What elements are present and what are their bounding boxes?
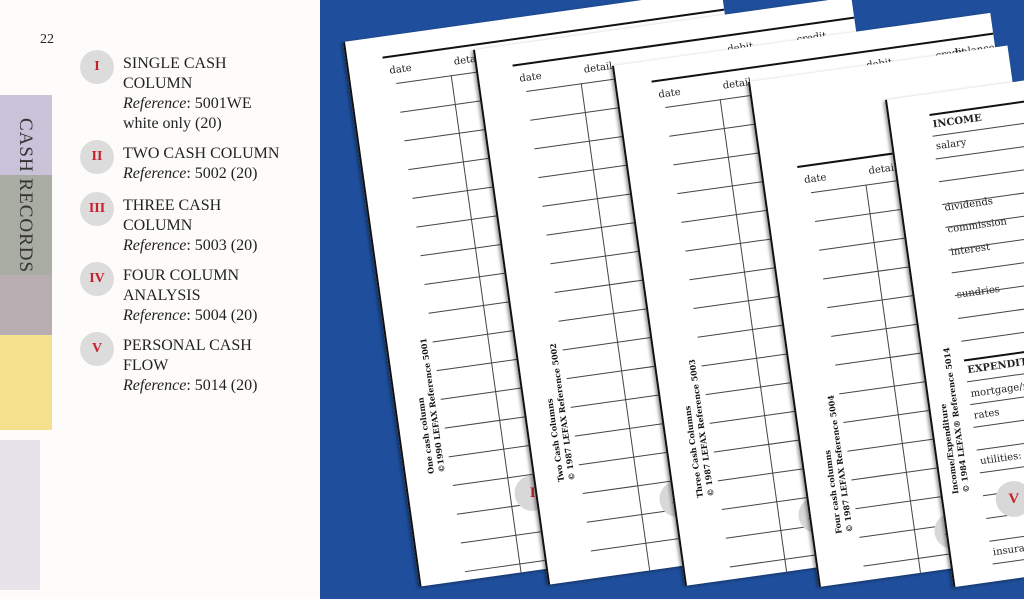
- sheet-copyright: Income/Expenditure © 1984 LEFAX® Referenc…: [937, 346, 972, 495]
- numeral-badge: II: [80, 140, 114, 174]
- numeral-badge: III: [80, 192, 114, 226]
- column-header: date: [388, 62, 413, 77]
- product-item: II TWO CASH COLUMN Reference: 5002 (20): [80, 140, 279, 184]
- reference-label: Reference: [123, 307, 187, 324]
- column-header: date: [803, 172, 828, 187]
- reference-number: : 5002 (20): [186, 165, 258, 182]
- color-strip: [0, 95, 52, 175]
- sheet-copyright: Three Cash Columns © 1987 LEFAX Reference…: [682, 358, 716, 499]
- income-title: INCOME: [932, 112, 983, 131]
- product-title: COLUMN: [123, 75, 193, 92]
- color-strip: [0, 335, 52, 430]
- section-title: CASH RECORDS: [15, 118, 36, 274]
- numeral-badge: IV: [80, 262, 114, 296]
- product-title: THREE CASH: [123, 197, 222, 214]
- reference-label: Reference: [123, 95, 187, 112]
- sheet-copyright: One cash column ©1990 LEFAX Reference 500…: [415, 337, 447, 475]
- column-header: date: [518, 70, 543, 85]
- product-item: IV FOUR COLUMN ANALYSIS Reference: 5004 (20…: [80, 262, 257, 326]
- page-number: 22: [40, 32, 54, 47]
- product-item: V PERSONAL CASH FLOW Reference: 5014 (20): [80, 332, 257, 396]
- reference-number: : 5014 (20): [186, 377, 258, 394]
- numeral-badge: I: [80, 50, 114, 84]
- ledger-row-line: [938, 167, 1024, 183]
- reference-label: Reference: [123, 237, 187, 254]
- product-item: I SINGLE CASH COLUMN Reference: 5001WE white…: [80, 50, 252, 134]
- sheet-copyright: Four cash columns © 1987 LEFAX Reference …: [822, 394, 855, 535]
- color-strip: [0, 440, 40, 590]
- sheet-numeral-badge: V: [995, 480, 1024, 517]
- color-strip: [0, 175, 52, 275]
- color-strip: [0, 275, 52, 335]
- column-header: detail: [583, 60, 614, 76]
- numeral-badge: V: [80, 332, 114, 366]
- product-title: FOUR COLUMN: [123, 267, 240, 284]
- product-item: III THREE CASH COLUMN Reference: 5003 (20): [80, 192, 257, 256]
- product-title: SINGLE CASH: [123, 55, 227, 72]
- sheet-copyright: Two Cash Columns © 1987 LEFAX Reference 5…: [544, 342, 577, 483]
- product-title: FLOW: [123, 357, 169, 374]
- reference-label: Reference: [123, 165, 187, 182]
- reference-number: : 5004 (20): [186, 307, 258, 324]
- ledger-row-line: [976, 435, 1024, 451]
- expenditure-label: insurance: [992, 540, 1024, 559]
- reference-number: : 5003 (20): [186, 237, 258, 254]
- column-header: date: [657, 86, 682, 101]
- product-title: TWO CASH COLUMN: [123, 145, 280, 162]
- reference-number: : 5001WE: [186, 95, 252, 112]
- product-title: PERSONAL CASH: [123, 337, 252, 354]
- catalog-page: 22 CASH RECORDS I SINGLE CASH COLUMN Refere…: [0, 0, 320, 599]
- product-title: COLUMN: [123, 217, 193, 234]
- ledger-row-line: [951, 258, 1024, 274]
- product-title: ANALYSIS: [123, 287, 201, 304]
- reference-label: Reference: [123, 377, 187, 394]
- ledger-row-line: [961, 326, 1024, 342]
- expenditure-label: utilities:: [979, 450, 1023, 468]
- income-label: salary: [935, 137, 968, 153]
- ledger-row-line: [989, 526, 1024, 542]
- expenditure-label: rates: [973, 407, 1001, 422]
- ledger-row-line: [958, 304, 1024, 319]
- product-note: white only (20): [123, 115, 222, 132]
